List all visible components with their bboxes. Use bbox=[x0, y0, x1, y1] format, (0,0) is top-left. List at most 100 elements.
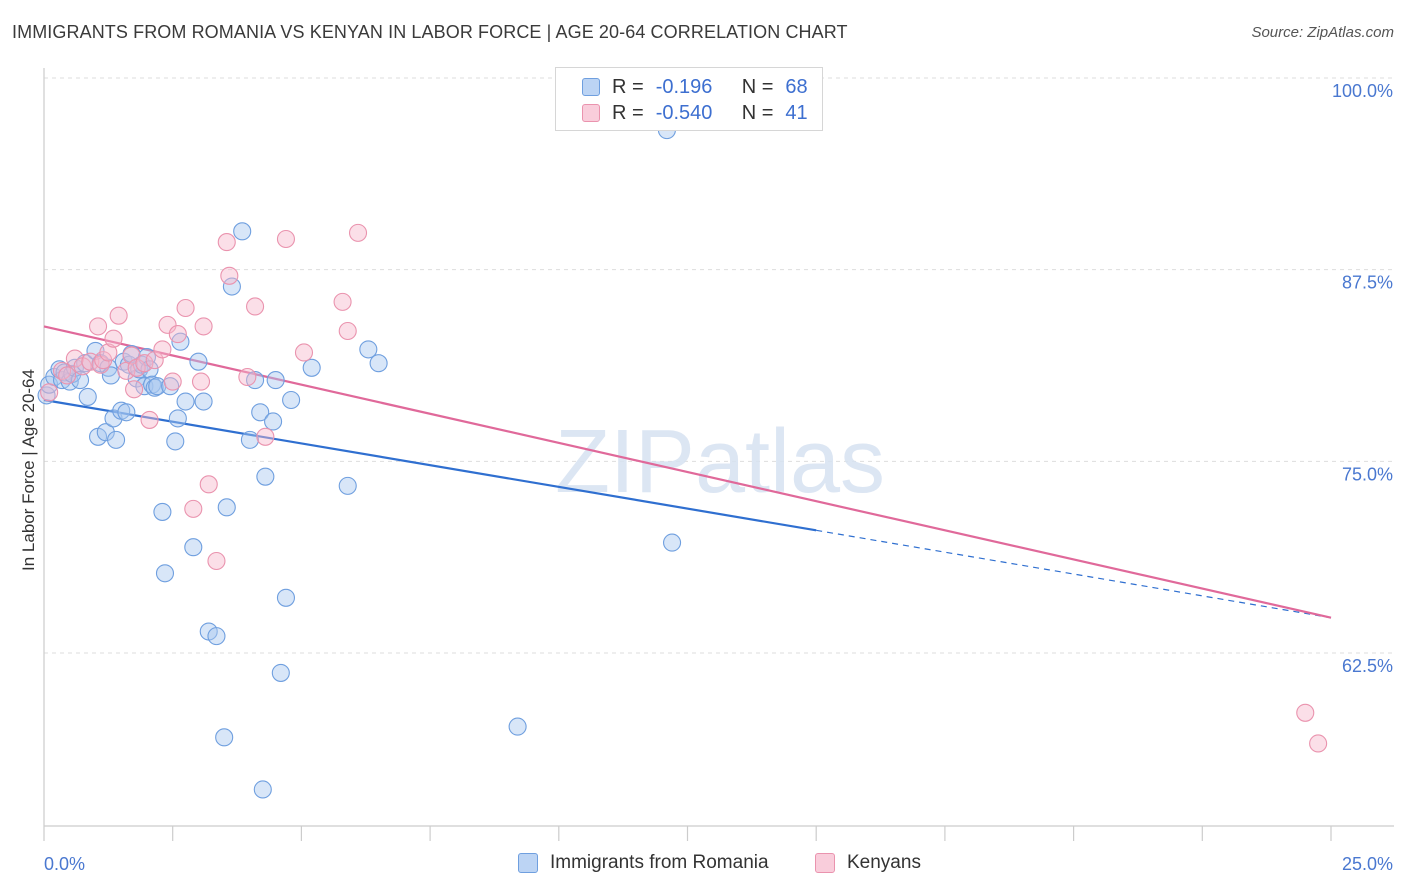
trend-line-romania-extension bbox=[816, 529, 1332, 619]
point-kenyans bbox=[1309, 734, 1328, 753]
y-tick-label: 100.0% bbox=[1332, 81, 1393, 101]
bottom-legend-swatch-blue bbox=[518, 853, 538, 873]
point-kenyans bbox=[125, 380, 144, 399]
point-kenyans bbox=[135, 354, 154, 373]
point-kenyans bbox=[217, 233, 236, 252]
point-kenyans bbox=[65, 349, 84, 368]
point-romania bbox=[96, 423, 115, 442]
series-kenyans-points bbox=[40, 223, 1328, 753]
point-romania bbox=[266, 371, 285, 390]
point-romania bbox=[168, 409, 187, 428]
point-kenyans bbox=[256, 427, 275, 446]
point-romania bbox=[508, 717, 527, 736]
trend-line-kenyans bbox=[43, 325, 1332, 619]
point-romania bbox=[271, 663, 290, 682]
legend-swatch-blue bbox=[582, 78, 600, 96]
trend-line-romania bbox=[43, 398, 817, 532]
point-kenyans bbox=[163, 372, 182, 391]
point-kenyans bbox=[104, 329, 123, 348]
point-romania bbox=[251, 403, 270, 422]
point-romania bbox=[78, 387, 97, 406]
bottom-legend-kenyans: Kenyans bbox=[815, 852, 921, 874]
point-kenyans bbox=[40, 383, 59, 402]
point-kenyans bbox=[176, 298, 195, 318]
point-kenyans bbox=[1296, 703, 1315, 722]
point-romania bbox=[166, 432, 185, 451]
point-kenyans bbox=[194, 317, 213, 336]
point-kenyans bbox=[246, 297, 265, 316]
point-kenyans bbox=[153, 340, 172, 359]
point-kenyans bbox=[184, 499, 203, 518]
y-tick-label: 87.5% bbox=[1342, 273, 1393, 293]
point-romania bbox=[256, 467, 275, 486]
point-kenyans bbox=[109, 306, 128, 325]
series-romania-points bbox=[37, 75, 682, 799]
point-kenyans bbox=[333, 292, 352, 311]
point-kenyans bbox=[140, 410, 159, 429]
legend-n-label: N = bbox=[741, 101, 774, 124]
point-romania bbox=[217, 498, 236, 517]
point-kenyans bbox=[99, 343, 118, 362]
bottom-legend-swatch-pink bbox=[815, 853, 835, 873]
x-tick-labels: 0.0% 25.0% bbox=[44, 854, 1393, 874]
point-romania bbox=[184, 538, 203, 557]
point-romania bbox=[194, 392, 213, 411]
legend-n-value: 68 bbox=[785, 75, 808, 98]
axes bbox=[43, 68, 1394, 841]
point-romania bbox=[117, 403, 136, 422]
point-romania bbox=[276, 588, 296, 607]
point-romania bbox=[155, 564, 175, 583]
point-romania bbox=[369, 354, 388, 373]
point-kenyans bbox=[158, 315, 177, 334]
point-romania bbox=[359, 340, 378, 359]
point-kenyans bbox=[89, 317, 108, 336]
correlation-legend: R = -0.196 N = 68 R = -0.540 N = 41 bbox=[555, 67, 823, 131]
point-romania bbox=[663, 533, 682, 552]
point-romania bbox=[176, 392, 195, 411]
point-romania bbox=[107, 430, 126, 449]
bottom-legend-label-kenyans: Kenyans bbox=[847, 852, 921, 873]
y-tick-label: 62.5% bbox=[1342, 656, 1393, 676]
point-kenyans bbox=[191, 372, 211, 391]
point-romania bbox=[264, 412, 283, 431]
x-tick-label-end: 25.0% bbox=[1342, 854, 1393, 874]
point-kenyans bbox=[276, 229, 296, 249]
point-kenyans bbox=[348, 223, 368, 242]
chart-title: IMMIGRANTS FROM ROMANIA VS KENYAN IN LAB… bbox=[12, 22, 848, 42]
x-tick-label-start: 0.0% bbox=[44, 854, 85, 874]
point-romania bbox=[215, 728, 234, 747]
grid-lines bbox=[44, 77, 1394, 654]
legend-n-value: 41 bbox=[785, 101, 808, 124]
point-romania bbox=[282, 390, 301, 410]
point-kenyans bbox=[220, 266, 239, 285]
legend-row-romania: R = -0.196 N = 68 bbox=[582, 75, 808, 99]
bottom-legend-label-romania: Immigrants from Romania bbox=[550, 852, 769, 873]
legend-r-label: R = bbox=[612, 75, 644, 98]
point-romania bbox=[222, 277, 241, 296]
watermark: ZIPatlas bbox=[555, 412, 885, 512]
legend-swatch-pink bbox=[582, 104, 600, 122]
legend-n-label: N = bbox=[741, 75, 774, 98]
legend-r-value: -0.540 bbox=[655, 101, 713, 124]
point-romania bbox=[153, 502, 172, 521]
point-romania bbox=[233, 222, 252, 241]
point-kenyans bbox=[207, 551, 226, 571]
point-romania bbox=[189, 352, 208, 371]
trend-lines bbox=[43, 325, 1332, 619]
point-kenyans bbox=[238, 367, 257, 387]
point-kenyans bbox=[294, 343, 314, 362]
y-tick-labels: 100.0% 87.5% 75.0% 62.5% bbox=[1332, 81, 1393, 676]
point-romania bbox=[37, 386, 56, 405]
point-kenyans bbox=[199, 475, 218, 494]
y-axis-label: In Labor Force | Age 20-64 bbox=[19, 369, 38, 571]
legend-r-value: -0.196 bbox=[655, 75, 713, 98]
y-tick-label: 75.0% bbox=[1342, 464, 1393, 484]
point-romania bbox=[338, 476, 357, 495]
point-romania bbox=[207, 627, 226, 646]
point-romania bbox=[240, 430, 259, 449]
bottom-legend-romania: Immigrants from Romania bbox=[518, 852, 769, 874]
point-kenyans bbox=[338, 321, 357, 341]
point-kenyans bbox=[168, 325, 187, 344]
point-romania bbox=[253, 780, 272, 799]
